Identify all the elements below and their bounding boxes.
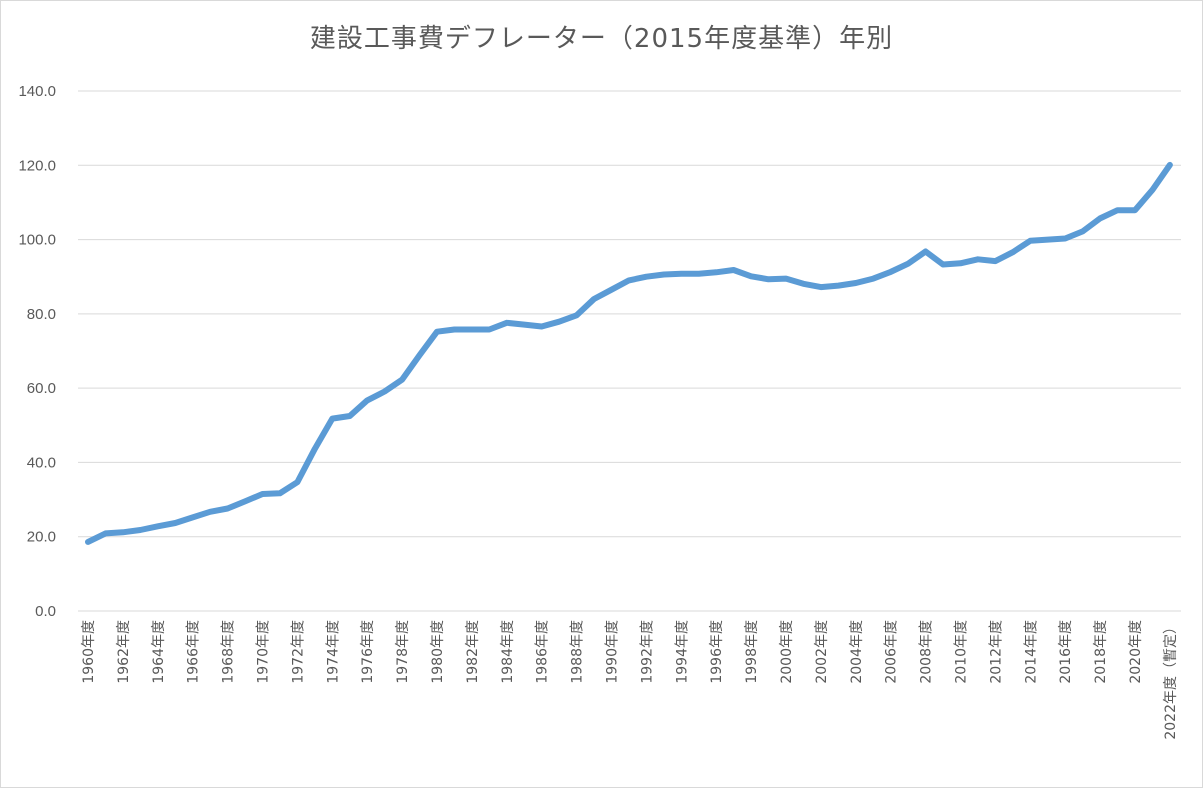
x-tick-label: 2002年度 <box>814 620 830 684</box>
y-tick-label: 0.0 <box>35 603 56 620</box>
x-tick-label: 2020年度 <box>1128 620 1144 684</box>
x-tick-label: 1978年度 <box>395 620 411 684</box>
x-tick-label: 1988年度 <box>570 620 586 684</box>
x-tick-label: 2016年度 <box>1058 620 1074 684</box>
x-tick-label: 1998年度 <box>744 620 760 684</box>
x-tick-label: 2008年度 <box>919 620 935 684</box>
x-tick-label: 2022年度（暫定） <box>1163 620 1179 740</box>
x-tick-label: 1974年度 <box>325 620 341 684</box>
chart-title: 建設工事費デフレーター（2015年度基準）年別 <box>309 24 894 54</box>
x-tick-label: 2004年度 <box>849 620 865 684</box>
y-tick-label: 120.0 <box>18 157 56 174</box>
y-axis-tick-labels: 0.0 20.0 40.0 60.0 80.0 100.0 120.0 140.0 <box>18 83 56 620</box>
y-tick-label: 20.0 <box>27 529 56 546</box>
x-tick-label: 2010年度 <box>954 620 970 684</box>
series-area <box>85 161 1173 545</box>
x-tick-label: 2018年度 <box>1093 620 1109 684</box>
x-tick-label: 1996年度 <box>709 620 725 684</box>
y-tick-label: 100.0 <box>18 232 56 249</box>
x-tick-label: 1960年度 <box>81 620 97 684</box>
x-tick-label: 1964年度 <box>151 620 167 684</box>
x-tick-label: 1994年度 <box>674 620 690 684</box>
x-tick-label: 1972年度 <box>290 620 306 684</box>
y-tick-label: 60.0 <box>27 380 56 397</box>
x-tick-label: 2014年度 <box>1023 620 1039 684</box>
x-tick-label: 1990年度 <box>605 620 621 684</box>
x-tick-label: 1970年度 <box>256 620 272 684</box>
x-tick-label: 1976年度 <box>360 620 376 684</box>
x-tick-label: 1966年度 <box>186 620 202 684</box>
x-tick-label: 1968年度 <box>221 620 237 684</box>
series-line <box>85 161 1173 545</box>
x-axis-tick-labels: 1960年度 1962年度 1964年度 1966年度 1968年度 1970年度 1972… <box>81 620 1179 740</box>
x-tick-label: 1982年度 <box>465 620 481 684</box>
y-tick-label: 80.0 <box>27 306 56 323</box>
x-tick-label: 2000年度 <box>779 620 795 684</box>
x-tick-label: 2012年度 <box>988 620 1004 684</box>
x-tick-label: 1986年度 <box>535 620 551 684</box>
x-tick-label: 2006年度 <box>884 620 900 684</box>
y-tick-label: 140.0 <box>18 83 56 100</box>
x-tick-label: 1962年度 <box>116 620 132 684</box>
x-tick-label: 1992年度 <box>639 620 655 684</box>
x-tick-label: 1980年度 <box>430 620 446 684</box>
x-tick-label: 1984年度 <box>500 620 516 684</box>
gridlines <box>78 90 1181 612</box>
y-tick-label: 40.0 <box>27 454 56 471</box>
